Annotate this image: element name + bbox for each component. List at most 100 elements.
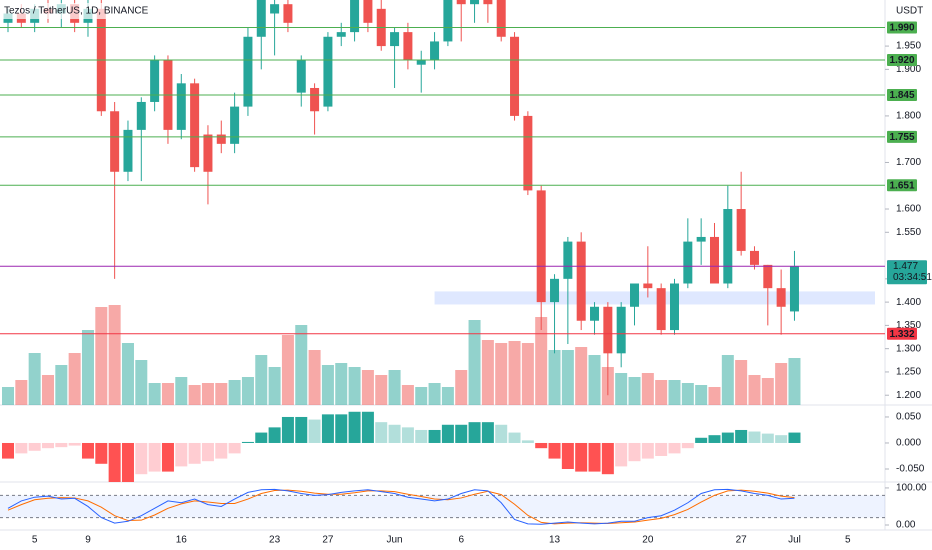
- volume-bar: [735, 360, 748, 405]
- level-label: 1.845: [889, 90, 914, 101]
- candle-body: [643, 283, 653, 289]
- volume-bar: [521, 343, 534, 405]
- macd-bar: [455, 424, 468, 443]
- candle-body: [483, 0, 493, 5]
- x-tick-label: Jun: [387, 535, 403, 546]
- x-tick-label: 13: [549, 535, 561, 546]
- macd-bar: [148, 442, 161, 472]
- macd-bar: [481, 422, 494, 443]
- macd-bar: [388, 424, 401, 443]
- candle-body: [656, 288, 666, 331]
- stoch-k-line: [7, 488, 795, 525]
- macd-tick-label: 0.050: [896, 412, 921, 423]
- x-tick-label: 27: [736, 535, 748, 546]
- candle-body: [216, 134, 226, 144]
- candle-body: [563, 241, 573, 279]
- volume-bar: [535, 317, 548, 405]
- level-label-box: [887, 54, 917, 67]
- macd-bar: [95, 442, 108, 464]
- macd-bar: [2, 442, 14, 459]
- volume-bar: [788, 358, 801, 405]
- level-label: 1.990: [889, 23, 914, 34]
- volume-bar: [761, 378, 774, 405]
- macd-bar: [721, 432, 734, 443]
- candle-body: [523, 115, 533, 191]
- candle-body: [243, 36, 253, 107]
- candle-body: [110, 111, 120, 172]
- macd-bar: [81, 442, 94, 459]
- volume-bar: [321, 365, 334, 405]
- volume-bar: [188, 385, 201, 405]
- macd-bar: [615, 442, 628, 467]
- countdown-label: 03:34:51: [893, 272, 932, 283]
- macd-bar: [641, 442, 654, 459]
- candle-body: [350, 0, 360, 33]
- volume-bar: [148, 383, 161, 405]
- candle-body: [296, 60, 306, 93]
- volume-bar: [161, 383, 174, 405]
- level-label-box: [887, 130, 917, 143]
- macd-bar: [561, 442, 574, 469]
- x-tick-label: Jul: [788, 535, 801, 546]
- macd-bar: [548, 442, 561, 459]
- y-tick-label: 1.600: [896, 204, 921, 215]
- volume-bar: [561, 350, 574, 405]
- volume-bar: [388, 370, 401, 405]
- macd-bar: [228, 442, 241, 454]
- volume-bar: [708, 387, 721, 405]
- macd-bar: [348, 411, 361, 443]
- macd-bar: [201, 442, 214, 462]
- macd-tick-label: -0.050: [896, 464, 925, 475]
- macd-bar: [775, 435, 788, 443]
- macd-bar: [468, 422, 481, 443]
- macd-bar: [175, 442, 188, 467]
- volume-bar: [415, 387, 428, 405]
- macd-bar: [255, 432, 268, 443]
- volume-bar: [628, 377, 641, 405]
- candle-body: [616, 306, 626, 354]
- macd-tick-label: 0.000: [896, 438, 921, 449]
- macd-bar: [335, 414, 348, 443]
- volume-bar: [81, 330, 94, 405]
- level-label: 1.755: [889, 132, 914, 143]
- volume-bar: [215, 383, 228, 405]
- y-tick-label: 1.350: [896, 320, 921, 331]
- stoch-tick-label: 100.00: [896, 483, 927, 494]
- macd-bar: [281, 416, 294, 443]
- volume-bar: [655, 380, 668, 405]
- macd-bar: [361, 411, 374, 443]
- macd-bar: [668, 442, 681, 454]
- macd-bar: [15, 442, 28, 454]
- level-label: 1.332: [889, 329, 914, 340]
- candle-body: [723, 209, 733, 284]
- volume-bar: [295, 325, 308, 405]
- candle-body: [496, 0, 506, 37]
- volume-bar: [281, 335, 294, 405]
- last-price-label: 1.477: [893, 261, 918, 272]
- macd-bar: [695, 437, 708, 443]
- volume-bar: [441, 387, 454, 405]
- macd-bar: [295, 416, 308, 443]
- macd-bar: [588, 442, 601, 472]
- volume-bar: [428, 383, 441, 405]
- y-tick-label: 1.250: [896, 367, 921, 378]
- candle-body: [630, 283, 640, 307]
- candle-body: [456, 0, 466, 5]
- volume-bar: [668, 380, 681, 405]
- macd-bar: [55, 442, 68, 448]
- x-tick-label: 5: [32, 535, 38, 546]
- candle-body: [430, 41, 440, 61]
- x-tick-label: 5: [845, 535, 851, 546]
- x-tick-label: 20: [642, 535, 654, 546]
- volume-bar: [308, 350, 321, 405]
- volume-bar: [615, 373, 628, 405]
- candle-body: [443, 0, 453, 42]
- level-label-box: [887, 179, 917, 192]
- volume-bar: [548, 350, 561, 405]
- macd-bar: [401, 427, 414, 443]
- candle-body: [709, 236, 719, 284]
- candle-body: [550, 278, 560, 303]
- candle-body: [283, 4, 293, 23]
- candle-body: [776, 288, 786, 307]
- candle-body: [256, 0, 266, 37]
